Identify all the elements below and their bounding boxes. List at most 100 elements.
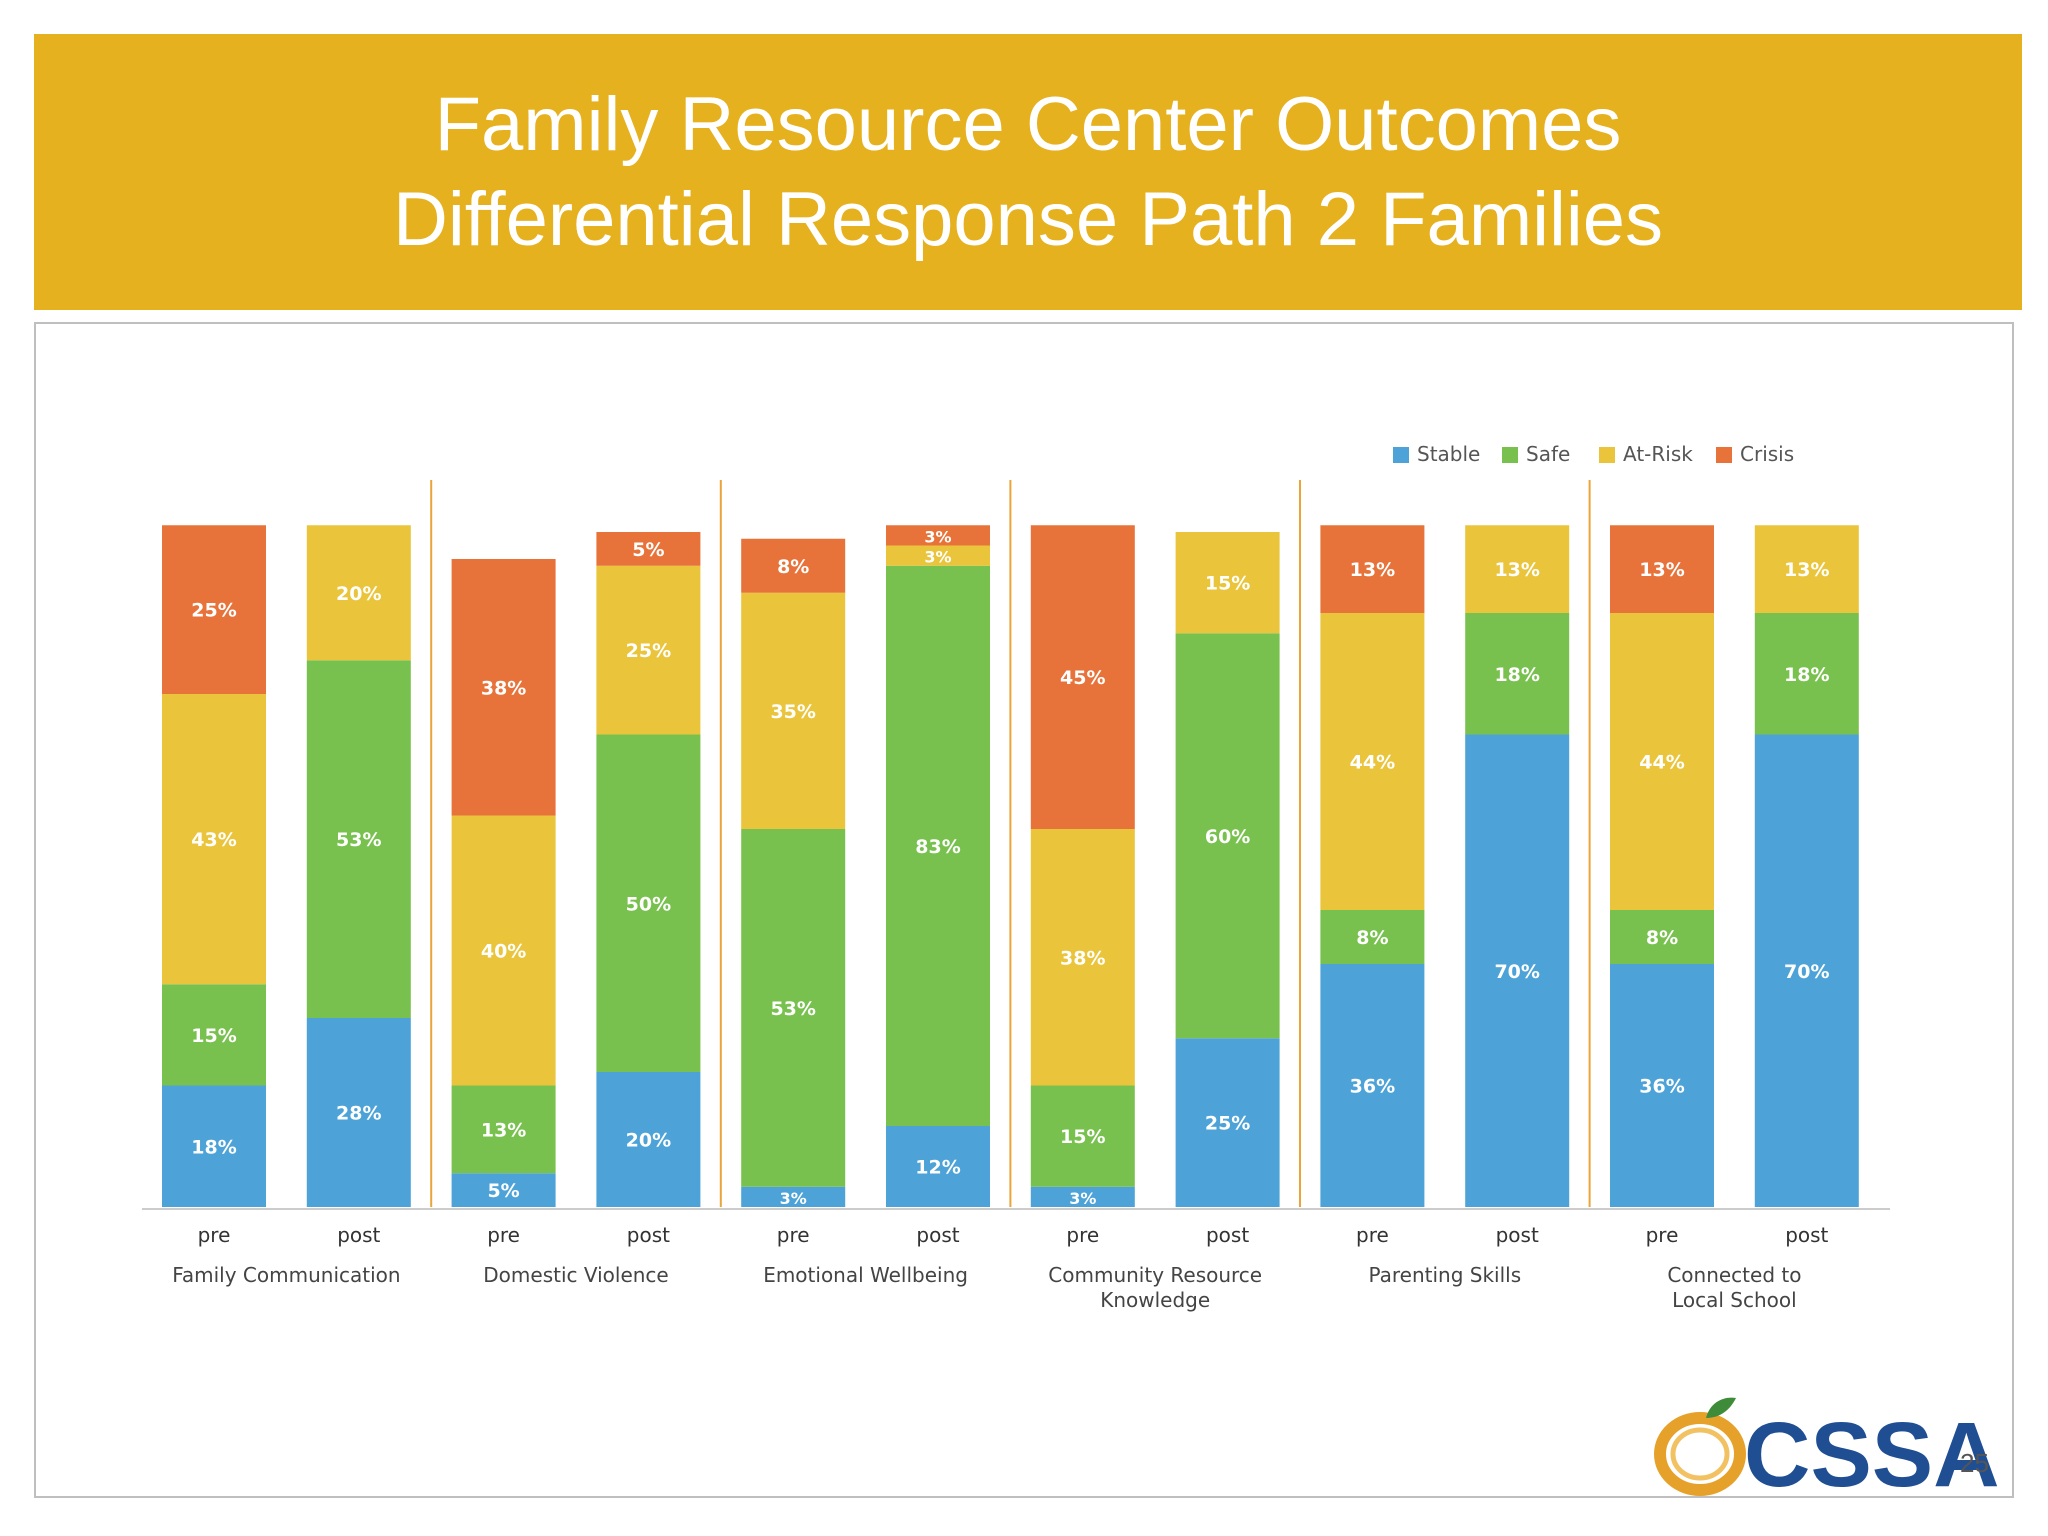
bar-domestic-violence-pre-crisis xyxy=(451,559,556,816)
bar-community-resource-knowledge-pre-safe xyxy=(1030,1085,1135,1187)
data-label: 3% xyxy=(1069,1189,1096,1208)
data-label: 13% xyxy=(481,1119,526,1141)
bar-domestic-violence-post-crisis xyxy=(596,532,701,566)
data-label: 36% xyxy=(1639,1076,1684,1098)
tick-label-post: post xyxy=(1206,1223,1249,1247)
data-label: 25% xyxy=(1205,1113,1250,1135)
bar-emotional-wellbeing-post-safe xyxy=(886,565,990,1126)
chart-frame: Stable Safe At-Risk Crisis 18% 15% 43% 25% pre 28… xyxy=(34,322,2014,1498)
bar-parenting-skills-pre-at-risk xyxy=(1320,613,1425,910)
bar-connected-to-local-school-pre-crisis xyxy=(1610,525,1714,613)
tick-label-pre: pre xyxy=(1066,1223,1099,1247)
bar-emotional-wellbeing-pre-safe xyxy=(741,829,846,1187)
data-label: 28% xyxy=(336,1103,381,1125)
data-label: 44% xyxy=(1350,752,1395,774)
legend-swatch-safe xyxy=(1502,447,1518,463)
data-label: 8% xyxy=(1356,927,1388,949)
slide-title-line1: Family Resource Center Outcomes xyxy=(434,82,1622,167)
group-label-connected-to-local-school: Local School xyxy=(1672,1288,1797,1312)
tick-label-pre: pre xyxy=(1356,1223,1389,1247)
bar-domestic-violence-pre-stable xyxy=(451,1173,556,1207)
slide-title-line2: Differential Response Path 2 Families xyxy=(392,177,1664,262)
bar-domestic-violence-pre-safe xyxy=(451,1085,556,1174)
data-label: 36% xyxy=(1350,1076,1395,1098)
bar-domestic-violence-pre-at-risk xyxy=(451,815,556,1086)
data-label: 13% xyxy=(1350,559,1395,581)
ocssa-logo: CSSA xyxy=(1654,1397,2000,1506)
tick-label-post: post xyxy=(1785,1223,1828,1247)
data-label: 13% xyxy=(1494,559,1539,581)
bar-parenting-skills-pre-crisis xyxy=(1320,525,1425,613)
legend-swatch-stable xyxy=(1393,447,1409,463)
data-label: 8% xyxy=(777,556,809,578)
tick-label-post: post xyxy=(337,1223,380,1247)
tick-label-post: post xyxy=(1496,1223,1539,1247)
data-label: 40% xyxy=(481,941,526,963)
tick-label-pre: pre xyxy=(198,1223,231,1247)
data-label: 44% xyxy=(1639,752,1684,774)
data-label: 50% xyxy=(626,893,671,915)
bar-domestic-violence-post-stable xyxy=(596,1072,701,1207)
group-label-community-resource-knowledge: Knowledge xyxy=(1100,1288,1210,1312)
data-label: 53% xyxy=(336,829,381,851)
bar-community-resource-knowledge-pre-crisis xyxy=(1030,525,1135,829)
bar-family-communication-pre-safe xyxy=(162,984,266,1086)
data-label: 18% xyxy=(1784,664,1829,686)
tick-label-post: post xyxy=(627,1223,670,1247)
legend-label-crisis: Crisis xyxy=(1740,442,1794,466)
data-label: 25% xyxy=(191,600,236,622)
legend-label-safe: Safe xyxy=(1526,442,1570,466)
data-label: 60% xyxy=(1205,826,1250,848)
data-label: 38% xyxy=(481,677,526,699)
data-label: 13% xyxy=(1784,559,1829,581)
bar-connected-to-local-school-pre-safe xyxy=(1610,910,1714,964)
legend-swatch-at-risk xyxy=(1599,447,1615,463)
bar-parenting-skills-pre-stable xyxy=(1320,964,1425,1207)
data-label: 25% xyxy=(626,640,671,662)
data-label: 13% xyxy=(1639,559,1684,581)
bar-connected-to-local-school-post-stable xyxy=(1754,734,1859,1207)
bar-community-resource-knowledge-post-safe xyxy=(1175,633,1280,1039)
data-label: 12% xyxy=(915,1157,960,1179)
bar-community-resource-knowledge-post-stable xyxy=(1175,1038,1280,1207)
legend-label-stable: Stable xyxy=(1417,442,1480,466)
data-label: 45% xyxy=(1060,667,1105,689)
tick-label-post: post xyxy=(916,1223,959,1247)
bar-connected-to-local-school-pre-stable xyxy=(1610,964,1714,1207)
data-label: 20% xyxy=(336,583,381,605)
bar-family-communication-post-stable xyxy=(306,1018,411,1207)
bar-community-resource-knowledge-post-at-risk xyxy=(1175,532,1280,634)
bar-connected-to-local-school-pre-at-risk xyxy=(1610,613,1714,910)
bar-family-communication-post-safe xyxy=(306,660,411,1018)
data-label: 3% xyxy=(924,527,951,546)
bar-parenting-skills-pre-safe xyxy=(1320,910,1425,964)
stacked-bar-chart: Stable Safe At-Risk Crisis 18% 15% 43% 25% pre 28… xyxy=(142,442,1890,1312)
legend-swatch-crisis xyxy=(1716,447,1732,463)
group-label-connected-to-local-school: Connected to xyxy=(1667,1263,1801,1287)
tick-label-pre: pre xyxy=(777,1223,810,1247)
data-label: 43% xyxy=(191,829,236,851)
bar-connected-to-local-school-post-safe xyxy=(1754,613,1859,735)
logo-text: CSSA xyxy=(1744,1404,2000,1506)
bar-domestic-violence-post-at-risk xyxy=(596,565,701,735)
data-label: 70% xyxy=(1784,961,1829,983)
bar-domestic-violence-post-safe xyxy=(596,734,701,1072)
data-label: 38% xyxy=(1060,947,1105,969)
data-label: 15% xyxy=(1060,1126,1105,1148)
title-banner: Family Resource Center Outcomes Differen… xyxy=(34,34,2022,310)
data-label: 70% xyxy=(1494,961,1539,983)
bar-parenting-skills-post-at-risk xyxy=(1465,525,1570,613)
bar-emotional-wellbeing-pre-stable xyxy=(741,1186,846,1207)
page-number: 25 xyxy=(1960,1448,1989,1478)
data-label: 3% xyxy=(924,548,951,567)
data-label: 5% xyxy=(487,1180,519,1202)
group-label-parenting-skills: Parenting Skills xyxy=(1368,1263,1521,1287)
data-label: 20% xyxy=(626,1130,671,1152)
bar-connected-to-local-school-post-at-risk xyxy=(1754,525,1859,613)
bar-family-communication-pre-crisis xyxy=(162,525,266,694)
data-label: 15% xyxy=(1205,573,1250,595)
data-label: 35% xyxy=(770,701,815,723)
data-label: 18% xyxy=(1494,664,1539,686)
data-label: 15% xyxy=(191,1025,236,1047)
group-label-community-resource-knowledge: Community Resource xyxy=(1048,1263,1262,1287)
